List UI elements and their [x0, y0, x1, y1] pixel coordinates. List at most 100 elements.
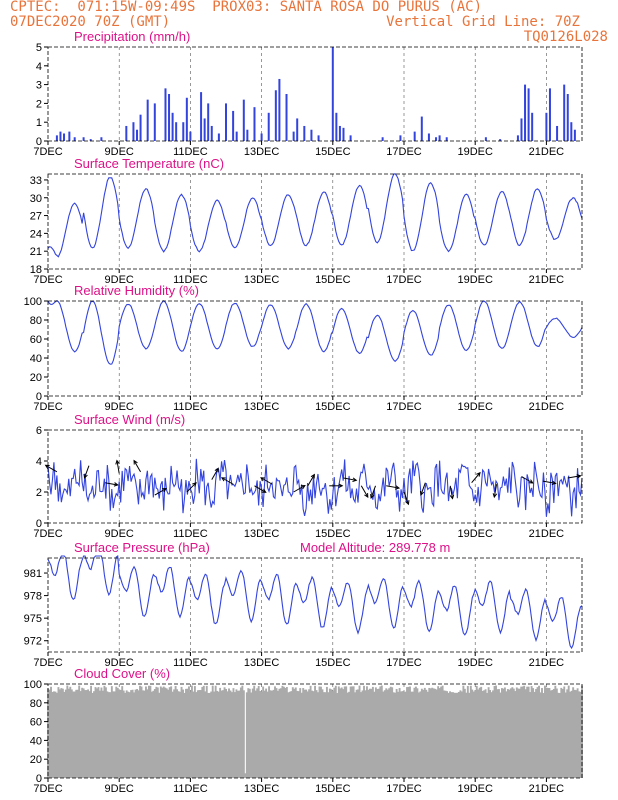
pressure-ytick-label: 975 [24, 613, 42, 625]
cloud-bar [357, 689, 360, 778]
cloud-bar [496, 689, 499, 778]
temp-line [47, 172, 583, 258]
precip-bar [331, 47, 334, 141]
cloud-bar [361, 690, 364, 778]
cloud-bar [527, 686, 530, 778]
cloud-bar [213, 691, 216, 778]
cloud-bar [134, 689, 137, 778]
cloud-bar [379, 686, 382, 778]
precip-bar [342, 127, 345, 141]
cloud-bar [290, 691, 293, 778]
wind-arrow-head [338, 483, 344, 489]
cloud-bar [459, 690, 462, 778]
cloud-bar [536, 687, 539, 778]
cloud-bar [299, 688, 302, 778]
precip-xtick-label: 7DEC [33, 146, 62, 158]
cloud-bar [198, 690, 201, 778]
precip-bar [524, 84, 527, 141]
cloud-bar [155, 686, 158, 778]
cloud-bar [554, 685, 557, 778]
cloud-bar [106, 691, 109, 778]
cloud-bar [541, 688, 543, 778]
cloud-bar [469, 685, 472, 778]
cloud-bar [254, 690, 257, 778]
cloud-bar [60, 688, 63, 778]
wind-arrow-head [476, 471, 481, 477]
cloud-bar [493, 686, 496, 778]
cloud-bar [84, 690, 87, 778]
temp-xtick-label: 21DEC [529, 274, 565, 286]
precip-xtick-label: 11DEC [173, 146, 208, 158]
pressure-subtitle: Model Altitude: 289.778 m [300, 540, 450, 555]
cloud-bar [523, 685, 526, 778]
cloud-bar [544, 685, 546, 778]
cloud-bar [385, 688, 388, 778]
cloud-bar [78, 685, 81, 778]
cloud-bar [137, 690, 140, 778]
precip-bar [484, 137, 487, 141]
cloud-bar [253, 685, 256, 778]
cloud-bar [564, 692, 567, 778]
cloud-bar [116, 687, 119, 778]
cloud-bar [140, 686, 143, 778]
cloud-bar [193, 686, 196, 778]
cloud-bar [128, 692, 131, 778]
precip-bar [399, 135, 402, 141]
cloud-bar [521, 686, 524, 778]
cloud-bar [425, 689, 428, 778]
cloud-bar [569, 691, 572, 778]
cloud-bar [199, 690, 202, 778]
precip-bar [570, 122, 573, 141]
cloud-bar [397, 691, 400, 778]
cloud-bar [103, 685, 106, 778]
precip-bar [189, 131, 192, 141]
cloud-bar [94, 687, 97, 778]
cloud-bar [373, 691, 376, 778]
wind-arrow [293, 485, 306, 493]
rh-xtick-label: 9DEC [105, 401, 134, 413]
precip-ytick-label: 4 [36, 61, 42, 73]
precip-bar [278, 78, 281, 141]
header-model-id: TQ0126L028 [523, 29, 608, 45]
cloud-bar [309, 685, 312, 778]
precip-ytick-label: 0 [36, 136, 42, 148]
precip-bar [445, 137, 448, 141]
wind-arrow [211, 468, 219, 480]
cloud-bar [394, 692, 397, 778]
cloud-bar [279, 688, 282, 778]
cloud-bar [352, 686, 355, 778]
cloud-bar [250, 692, 253, 778]
precip-bar [59, 131, 62, 141]
cloud-bar [277, 690, 279, 778]
cloud-bar [466, 685, 469, 778]
precip-bar [232, 110, 235, 141]
cloud-bar [340, 687, 343, 778]
cloud-bar [168, 687, 171, 778]
cloud-bar [268, 686, 271, 778]
cloud-bar [447, 692, 450, 778]
cloud-bar [152, 690, 155, 778]
cloud-bar [87, 689, 90, 778]
cloud-bar [530, 686, 533, 778]
precip-bar [292, 131, 295, 141]
precip-bar [242, 99, 245, 141]
wind-arrow-head [192, 482, 197, 487]
cloud-bar [99, 690, 101, 778]
precip-bar [573, 129, 576, 141]
cloud-bar [142, 690, 144, 778]
wind-arrow-head [364, 493, 369, 499]
cloud-bar [131, 689, 134, 778]
cloud-bar [456, 692, 459, 778]
cloud-bar [413, 687, 416, 778]
cloud-bar [297, 691, 300, 778]
cloud-bar [423, 687, 426, 778]
wind-arrow [186, 482, 197, 493]
precip-bar [55, 135, 58, 141]
cloud-bar [113, 691, 116, 778]
cloud-bar [214, 685, 217, 778]
cloud-bar [311, 690, 314, 778]
cloud-bar [251, 688, 254, 778]
cloud-bar [208, 692, 211, 778]
cloud-bar [220, 690, 223, 778]
cloud-bar [269, 690, 272, 778]
